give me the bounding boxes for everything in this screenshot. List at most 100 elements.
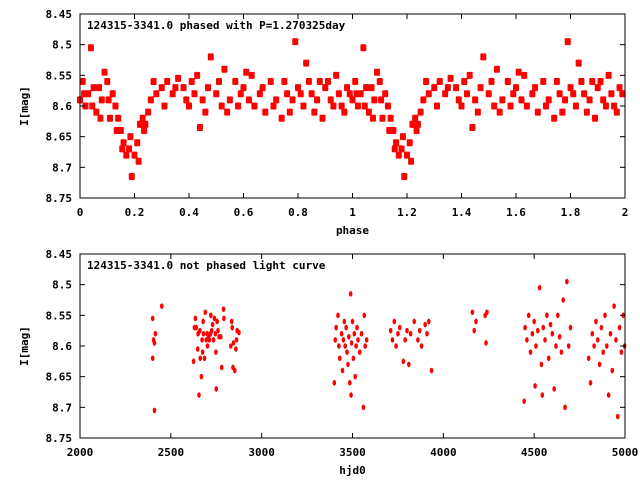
y-tick-label: 8.45	[46, 8, 73, 21]
data-point	[369, 114, 376, 122]
data-point	[617, 324, 622, 331]
data-point	[387, 114, 394, 122]
data-point	[542, 102, 549, 110]
data-point	[363, 84, 370, 92]
data-point	[536, 327, 540, 334]
data-point	[523, 324, 527, 331]
data-point	[219, 364, 224, 371]
data-point	[228, 343, 233, 349]
data-point	[395, 151, 402, 159]
data-point	[104, 77, 111, 85]
data-point	[153, 90, 160, 98]
data-point	[605, 343, 609, 349]
data-point	[232, 367, 237, 374]
data-point	[259, 84, 266, 92]
data-point	[388, 327, 393, 334]
data-point	[327, 96, 334, 104]
data-point	[316, 77, 323, 85]
x-tick-label: 5000	[612, 446, 639, 459]
data-point	[319, 114, 326, 122]
data-point	[466, 71, 473, 79]
data-point	[194, 71, 201, 79]
data-point	[197, 392, 201, 398]
data-point	[413, 127, 420, 135]
data-point	[213, 330, 218, 337]
data-point	[139, 114, 146, 122]
data-point	[286, 108, 293, 116]
data-point	[230, 324, 235, 331]
plot-panel-1: 0 0.2 0.4 0.6 0.8 1 1.2 1.4 1.6 1.8 2 8.45 8.5 8.55 8.…	[18, 8, 628, 237]
y-tick-label: 8.65	[46, 131, 73, 144]
data-point	[141, 127, 148, 135]
data-point	[136, 120, 143, 128]
data-point	[518, 96, 525, 104]
data-point	[555, 312, 560, 319]
data-point	[529, 90, 536, 98]
data-point	[419, 343, 424, 349]
data-point	[262, 108, 269, 116]
data-point	[229, 318, 234, 325]
data-point	[615, 413, 620, 420]
data-point	[540, 77, 547, 85]
data-point	[590, 330, 595, 337]
data-point	[150, 315, 155, 322]
data-point	[390, 127, 397, 135]
x-tick-label: 3000	[248, 446, 275, 459]
data-point	[218, 334, 223, 340]
data-point	[568, 324, 573, 331]
data-point	[530, 330, 535, 337]
data-point	[357, 90, 364, 98]
data-point	[349, 392, 353, 398]
data-point	[575, 59, 582, 67]
data-point	[87, 44, 94, 52]
x-tick-label: 1.2	[397, 206, 417, 219]
data-point	[330, 102, 337, 110]
data-point	[342, 318, 347, 325]
data-point	[392, 318, 397, 325]
data-point	[401, 173, 408, 181]
x-tick-label: 3500	[339, 446, 366, 459]
data-point	[120, 139, 127, 147]
data-point	[188, 77, 195, 85]
data-point	[343, 343, 348, 349]
data-point	[612, 303, 616, 309]
data-point	[364, 337, 369, 343]
data-point	[566, 343, 571, 349]
data-point	[311, 108, 318, 116]
data-point	[382, 90, 389, 98]
data-point	[158, 84, 165, 92]
data-point	[493, 65, 500, 73]
data-point	[588, 380, 593, 386]
data-point	[537, 284, 542, 291]
data-point	[533, 383, 537, 389]
data-point	[85, 90, 92, 98]
y-tick-label: 8.75	[46, 432, 73, 445]
data-point	[496, 108, 503, 116]
data-point	[105, 96, 112, 104]
data-point	[338, 102, 345, 110]
data-point	[109, 90, 116, 98]
data-point	[237, 329, 241, 336]
data-point	[605, 71, 612, 79]
data-point	[384, 102, 391, 110]
data-point	[297, 90, 304, 98]
data-point	[172, 84, 179, 92]
y-tick-label: 8.65	[46, 371, 73, 384]
data-point	[425, 90, 432, 98]
data-point	[414, 120, 421, 128]
x-tick-label: 4500	[521, 446, 548, 459]
data-point	[183, 96, 190, 104]
data-point	[557, 334, 562, 340]
data-point	[545, 96, 552, 104]
data-point	[600, 96, 607, 104]
data-point	[562, 96, 569, 104]
data-point	[406, 139, 413, 147]
data-point	[211, 337, 216, 343]
data-point	[344, 324, 348, 331]
data-point	[594, 84, 601, 92]
data-point	[405, 327, 409, 334]
data-point	[523, 102, 530, 110]
data-point	[332, 380, 337, 386]
data-point	[407, 361, 411, 368]
data-point	[117, 127, 124, 135]
